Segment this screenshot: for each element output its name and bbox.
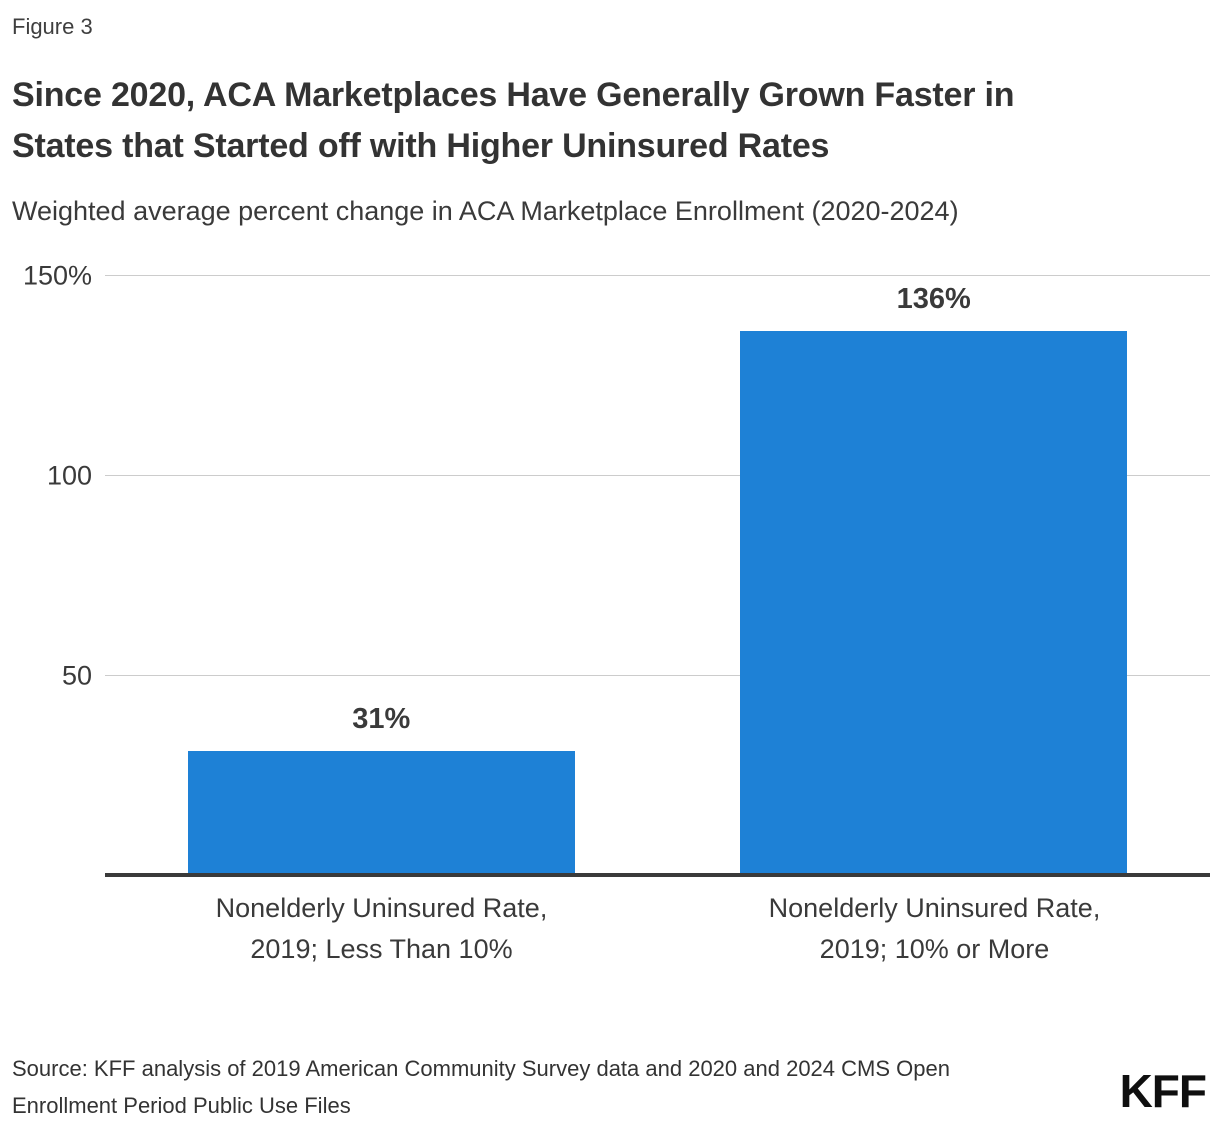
plot-area: 150% 100 50 31% 136% (23, 260, 1211, 877)
source-note: Source: KFF analysis of 2019 American Co… (12, 1050, 1092, 1124)
gridline-50: 50 (62, 660, 1210, 690)
gridline-100: 100 (47, 460, 1210, 490)
gridline-150: 150% (23, 260, 1210, 290)
bar-value-label-10-or-more: 136% (896, 283, 971, 315)
bar-value-label-less-than-10: 31% (352, 703, 411, 735)
kff-logo: KFF (1119, 1065, 1207, 1117)
x-axis-label-10-or-more-line-1: Nonelderly Uninsured Rate, (768, 893, 1101, 923)
chart-title-line-1: Since 2020, ACA Marketplaces Have Genera… (12, 76, 1015, 114)
bar-column-less-than-10: 31% (105, 275, 658, 875)
source-note-line-2: Enrollment Period Public Use Files (12, 1093, 351, 1118)
x-axis-label-less-than-10: Nonelderly Uninsured Rate, 2019; Less Th… (105, 888, 658, 970)
source-note-line-1: Source: KFF analysis of 2019 American Co… (12, 1056, 950, 1081)
x-axis-label-10-or-more-line-2: 2019; 10% or More (819, 934, 1050, 964)
x-axis-label-10-or-more: Nonelderly Uninsured Rate, 2019; 10% or … (658, 888, 1211, 970)
x-axis-label-less-than-10-line-2: 2019; Less Than 10% (250, 934, 513, 964)
x-axis-label-less-than-10-line-1: Nonelderly Uninsured Rate, (215, 893, 548, 923)
y-axis-tick-50: 50 (61, 660, 92, 690)
chart-title: Since 2020, ACA Marketplaces Have Genera… (12, 70, 1208, 172)
figure-label: Figure 3 (12, 14, 93, 39)
chart-title-line-2: States that Started off with Higher Unin… (12, 127, 830, 165)
bar-column-10-or-more: 136% (658, 275, 1211, 875)
y-axis-tick-100: 100 (46, 460, 92, 490)
x-axis-line (105, 873, 1210, 877)
bar-less-than-10 (187, 751, 575, 875)
y-axis-tick-150: 150% (22, 260, 92, 290)
bar-10-or-more (740, 331, 1128, 875)
chart-subtitle: Weighted average percent change in ACA M… (12, 196, 959, 226)
